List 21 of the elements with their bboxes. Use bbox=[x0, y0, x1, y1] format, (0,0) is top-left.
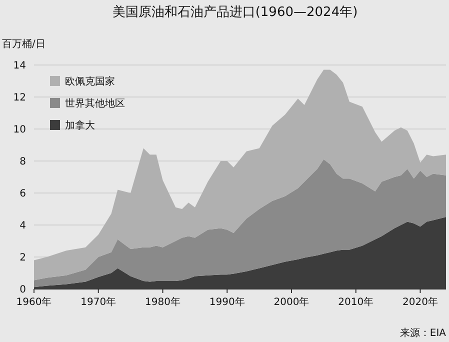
x-tick-label: 1990年 bbox=[209, 296, 245, 308]
y-tick-label: 10 bbox=[13, 124, 26, 136]
y-tick-label: 6 bbox=[20, 188, 26, 200]
x-tick-label: 2010年 bbox=[338, 296, 374, 308]
x-tick-label: 2000年 bbox=[274, 296, 310, 308]
x-tick-label: 1980年 bbox=[145, 296, 180, 308]
y-axis-title: 百万桶/日 bbox=[2, 38, 46, 50]
y-tick-label: 14 bbox=[13, 60, 26, 72]
legend-label: 世界其他地区 bbox=[65, 98, 125, 110]
x-tick-label: 1960年 bbox=[16, 296, 52, 308]
source-note: 来源：EIA bbox=[400, 327, 446, 339]
y-tick-label: 12 bbox=[13, 92, 26, 104]
y-tick-label: 2 bbox=[20, 252, 26, 264]
legend-label: 欧佩克国家 bbox=[65, 76, 115, 88]
y-tick-label: 4 bbox=[20, 220, 26, 232]
y-tick-label: 0 bbox=[20, 284, 26, 296]
legend-label: 加拿大 bbox=[65, 120, 95, 132]
x-tick-label: 2020年 bbox=[402, 296, 438, 308]
chart-title: 美国原油和石油产品进口(1960—2024年) bbox=[112, 4, 358, 20]
x-tick-label: 1970年 bbox=[80, 296, 116, 308]
y-tick-label: 8 bbox=[20, 156, 26, 168]
